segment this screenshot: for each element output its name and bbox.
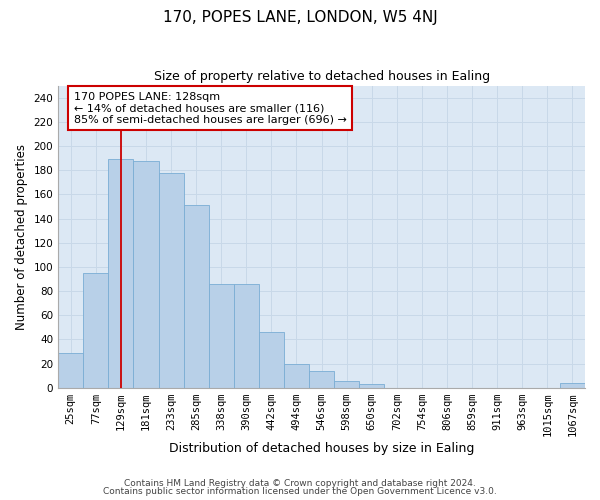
Title: Size of property relative to detached houses in Ealing: Size of property relative to detached ho…: [154, 70, 490, 83]
Text: Contains public sector information licensed under the Open Government Licence v3: Contains public sector information licen…: [103, 487, 497, 496]
Bar: [158, 172, 184, 388]
Text: 170 POPES LANE: 128sqm
← 14% of detached houses are smaller (116)
85% of semi-de: 170 POPES LANE: 128sqm ← 14% of detached…: [74, 92, 347, 125]
Bar: [359, 384, 385, 388]
Bar: [309, 371, 334, 388]
Text: Contains HM Land Registry data © Crown copyright and database right 2024.: Contains HM Land Registry data © Crown c…: [124, 478, 476, 488]
X-axis label: Distribution of detached houses by size in Ealing: Distribution of detached houses by size …: [169, 442, 474, 455]
Bar: [209, 284, 234, 388]
Bar: [560, 383, 585, 388]
Bar: [83, 273, 109, 388]
Bar: [133, 160, 158, 388]
Bar: [184, 206, 209, 388]
Bar: [259, 332, 284, 388]
Y-axis label: Number of detached properties: Number of detached properties: [15, 144, 28, 330]
Bar: [109, 160, 133, 388]
Bar: [234, 284, 259, 388]
Bar: [284, 364, 309, 388]
Bar: [334, 380, 359, 388]
Bar: [58, 353, 83, 388]
Text: 170, POPES LANE, LONDON, W5 4NJ: 170, POPES LANE, LONDON, W5 4NJ: [163, 10, 437, 25]
